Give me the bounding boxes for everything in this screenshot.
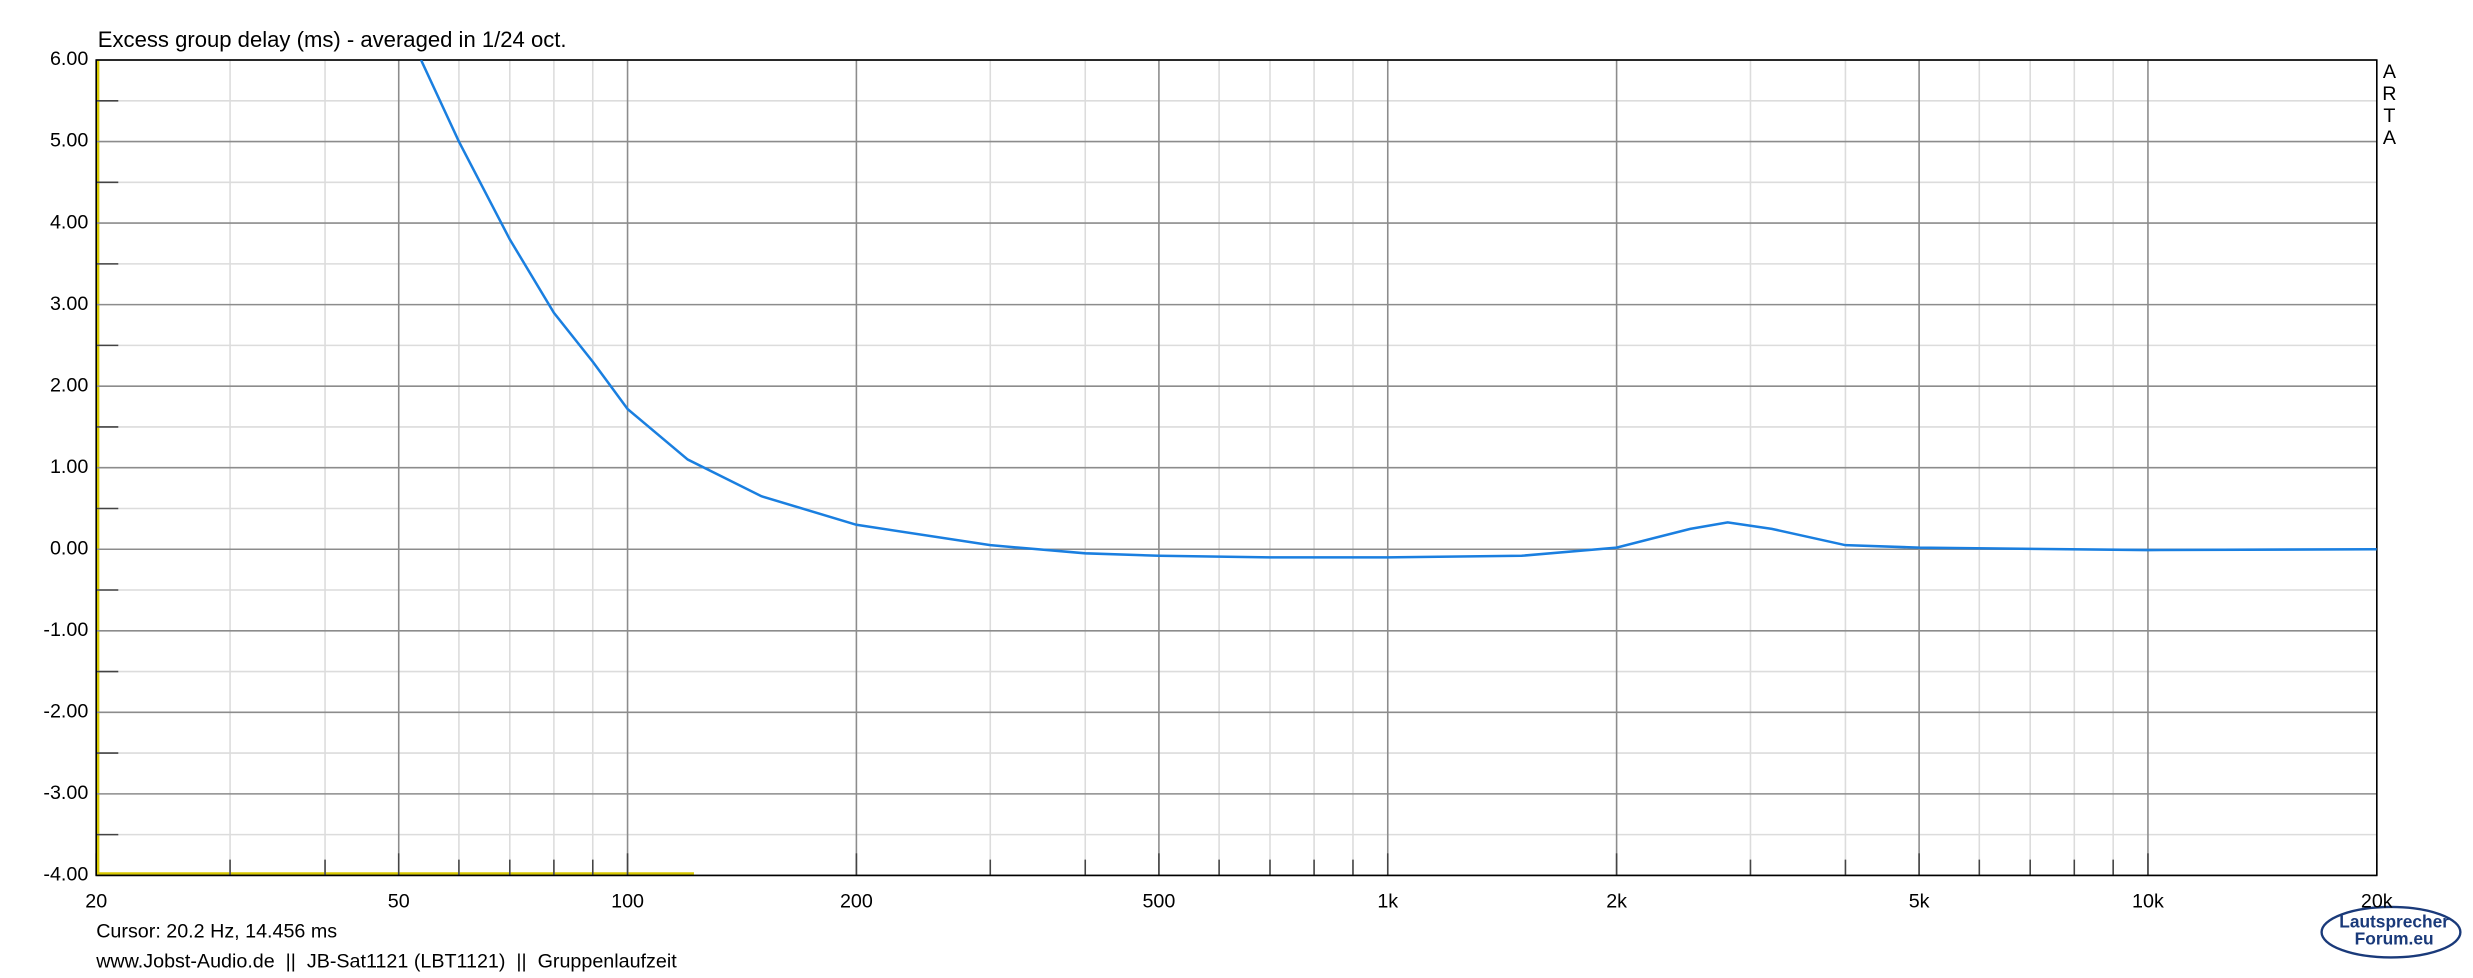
y-tick-label: 1.00 (50, 456, 88, 478)
x-tick-label: 20k (2361, 890, 2393, 912)
y-tick-label: -2.00 (43, 701, 88, 723)
logo: Lautsprecher Forum.eu (2320, 905, 2462, 959)
cursor-readout: Cursor: 20.2 Hz, 14.456 ms (96, 920, 337, 942)
watermark-letter: A (2383, 61, 2397, 83)
watermark-letter: R (2382, 83, 2396, 105)
watermark-letter: T (2383, 105, 2395, 127)
y-tick-label: -4.00 (43, 864, 88, 886)
y-tick-label: -3.00 (43, 782, 88, 804)
x-tick-label: 10k (2132, 890, 2164, 912)
y-tick-label: 4.00 (50, 211, 88, 233)
footer: www.Jobst-Audio.de || JB-Sat1121 (LBT112… (95, 950, 677, 972)
logo-ring (2320, 905, 2462, 959)
x-tick-label: 100 (611, 890, 644, 912)
chart-title: Excess group delay (ms) - averaged in 1/… (98, 27, 567, 52)
watermark-letter: A (2383, 127, 2397, 149)
y-tick-label: -1.00 (43, 619, 88, 641)
logo-text: Lautsprecher (2339, 911, 2449, 931)
y-tick-label: 5.00 (50, 130, 88, 152)
y-tick-label: 3.00 (50, 293, 88, 315)
x-tick-label: 5k (1909, 890, 1930, 912)
data-line (419, 60, 2377, 559)
x-tick-label: 20 (85, 890, 107, 912)
plot-frame (95, 59, 2378, 877)
logo-text: Forum.eu (2355, 929, 2434, 949)
y-tick-label: 2.00 (50, 374, 88, 396)
x-tick-label: 1k (1377, 890, 1398, 912)
y-tick-label: 6.00 (50, 48, 88, 70)
x-tick-label: 2k (1606, 890, 1627, 912)
x-tick-label: 500 (1142, 890, 1175, 912)
y-tick-label: 0.00 (50, 537, 88, 559)
x-tick-label: 50 (388, 890, 410, 912)
x-tick-label: 200 (840, 890, 873, 912)
